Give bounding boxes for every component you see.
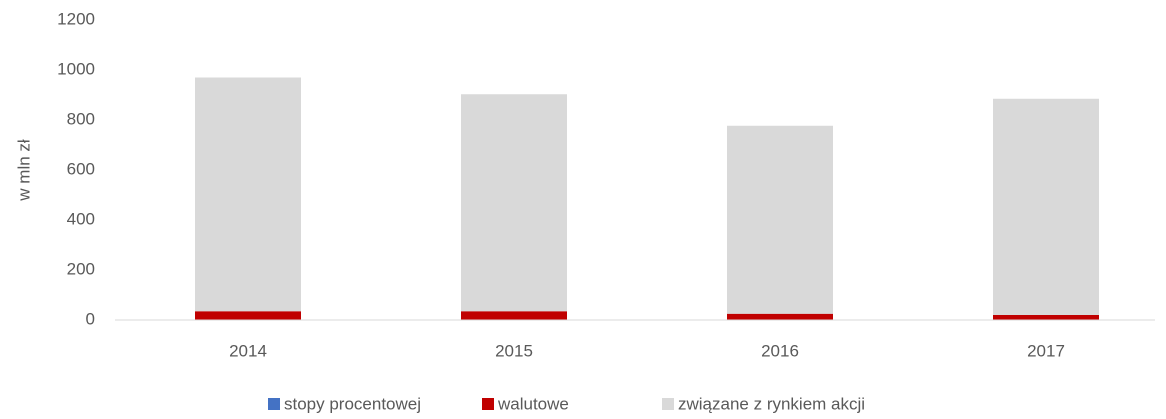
x-tick-label: 2014 (229, 341, 267, 360)
bar-segment (993, 315, 1099, 320)
legend-label: walutowe (497, 394, 569, 413)
y-tick-label: 1200 (57, 9, 95, 28)
bar-segment (195, 311, 301, 320)
y-tick-label: 600 (67, 159, 95, 178)
y-tick-label: 800 (67, 109, 95, 128)
x-tick-label: 2015 (495, 341, 533, 360)
y-tick-label: 200 (67, 259, 95, 278)
y-tick-label: 0 (86, 309, 95, 328)
bar-segment (461, 94, 567, 312)
bar-segment (993, 98, 1099, 315)
y-axis-label: w mln zł (14, 139, 33, 202)
y-tick-label: 400 (67, 209, 95, 228)
bar-segment (727, 125, 833, 314)
bar-segment (461, 311, 567, 320)
legend-swatch (268, 398, 280, 410)
legend-swatch (482, 398, 494, 410)
legend-label: stopy procentowej (284, 394, 421, 413)
x-tick-label: 2017 (1027, 341, 1065, 360)
legend-swatch (662, 398, 674, 410)
y-tick-label: 1000 (57, 59, 95, 78)
bar-segment (195, 77, 301, 312)
x-tick-label: 2016 (761, 341, 799, 360)
bar-segment (727, 313, 833, 320)
legend-label: związane z rynkiem akcji (678, 394, 865, 413)
